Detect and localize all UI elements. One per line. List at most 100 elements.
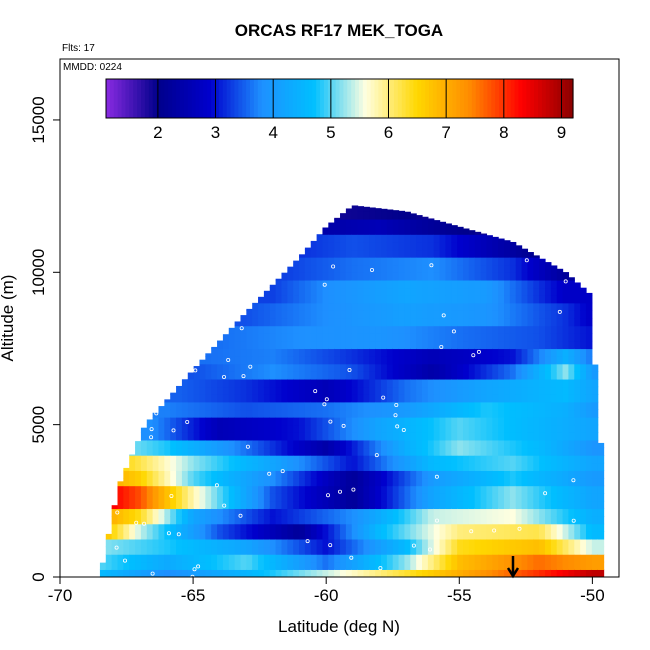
- heat-cell: [545, 302, 552, 311]
- heat-cell: [445, 264, 452, 273]
- heat-cell: [410, 409, 417, 418]
- heat-cell: [252, 432, 259, 441]
- heat-cell: [580, 287, 587, 296]
- heat-cell: [597, 493, 605, 502]
- heat-cell: [386, 279, 394, 289]
- heat-cell: [451, 340, 458, 350]
- heat-cell: [574, 356, 581, 365]
- heat-cell: [146, 508, 154, 517]
- heat-cell: [375, 310, 382, 319]
- heat-cell: [515, 538, 523, 548]
- heat-cell: [457, 279, 464, 289]
- heat-cell: [539, 340, 546, 350]
- heat-cell: [398, 477, 406, 487]
- heat-cell: [486, 439, 493, 449]
- heat-cell: [562, 279, 570, 289]
- heat-cell: [568, 508, 575, 517]
- heat-cell: [550, 554, 558, 563]
- heat-cell: [498, 340, 505, 350]
- heat-cell: [351, 447, 359, 456]
- heat-cell: [111, 569, 119, 577]
- heat-cell: [340, 264, 347, 273]
- heat-cell: [176, 447, 183, 456]
- heat-cell: [386, 257, 394, 266]
- heat-cell: [217, 493, 224, 502]
- heat-cell: [504, 554, 511, 563]
- heat-cell: [287, 310, 294, 319]
- heat-cell: [176, 500, 183, 510]
- heat-cell: [111, 508, 119, 517]
- heat-cell: [211, 409, 218, 418]
- heat-cell: [328, 241, 335, 251]
- heat-cell: [129, 462, 136, 471]
- heat-cell: [281, 485, 288, 494]
- heat-cell: [334, 279, 341, 289]
- heat-cell: [486, 477, 493, 487]
- heat-cell: [480, 401, 488, 411]
- heat-cell: [533, 264, 540, 273]
- heat-cell: [533, 538, 540, 548]
- heat-cell: [580, 310, 587, 319]
- heat-cell: [556, 447, 564, 456]
- heat-cell: [474, 363, 482, 372]
- heat-cell: [316, 470, 324, 479]
- heat-cell: [451, 378, 458, 388]
- heat-cell: [457, 249, 464, 258]
- heat-cell: [228, 493, 236, 502]
- heat-cell: [568, 279, 575, 289]
- heat-cell: [334, 538, 341, 548]
- heat-cell: [357, 569, 365, 577]
- heat-cell: [316, 424, 324, 433]
- heat-cell: [123, 554, 130, 563]
- heat-cell: [234, 348, 242, 357]
- heat-cell: [545, 272, 552, 281]
- heat-cell: [521, 401, 529, 411]
- heat-cell: [158, 439, 165, 449]
- colorbar-segment: [393, 79, 399, 118]
- heat-cell: [381, 470, 388, 479]
- heat-cell: [322, 302, 329, 311]
- heat-cell: [105, 546, 113, 555]
- heat-cell: [269, 318, 277, 327]
- heat-cell: [310, 240, 318, 243]
- heat-cell: [240, 417, 247, 426]
- heat-cell: [199, 447, 206, 456]
- heat-cell: [304, 310, 312, 319]
- heat-cell: [334, 462, 341, 471]
- heat-cell: [492, 264, 499, 273]
- heat-cell: [486, 272, 493, 281]
- heat-cell: [410, 500, 417, 510]
- heat-cell: [345, 523, 353, 532]
- heat-cell: [416, 554, 423, 563]
- heat-cell: [498, 249, 505, 258]
- heat-cell: [193, 401, 201, 411]
- heat-cell: [299, 424, 306, 433]
- heat-cell: [152, 500, 160, 510]
- heat-cell: [427, 279, 435, 289]
- heat-cell: [211, 516, 218, 525]
- heat-cell: [521, 455, 529, 464]
- heat-cell: [498, 432, 505, 441]
- heat-cell: [550, 516, 558, 525]
- heat-cell: [416, 561, 423, 570]
- heat-cell: [222, 447, 230, 456]
- heat-cell: [340, 218, 347, 228]
- heat-cell: [574, 538, 581, 548]
- heat-cell: [433, 500, 441, 510]
- heat-cell: [287, 424, 294, 433]
- heat-cell: [404, 477, 411, 487]
- heat-cell: [463, 310, 470, 319]
- sample-point: [374, 453, 379, 458]
- heat-cell: [556, 348, 564, 357]
- heat-cell: [211, 470, 218, 479]
- heat-cell: [433, 432, 441, 441]
- heat-cell: [404, 531, 411, 540]
- x-tick-label: -55: [447, 586, 472, 605]
- heat-cell: [504, 417, 511, 426]
- colorbar-segment: [378, 79, 383, 118]
- heat-cell: [222, 531, 230, 540]
- heat-cell: [345, 447, 353, 456]
- heat-cell: [515, 477, 523, 487]
- heat-cell: [474, 249, 482, 258]
- heat-cell: [439, 221, 447, 228]
